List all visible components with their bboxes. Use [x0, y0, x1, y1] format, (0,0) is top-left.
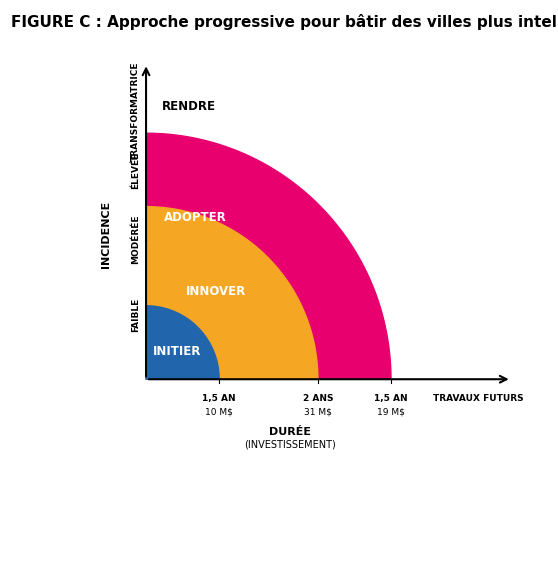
Text: 2 ANS: 2 ANS [302, 394, 333, 403]
Text: DURÉE: DURÉE [270, 427, 311, 437]
Text: FIGURE C : Approche progressive pour bâtir des villes plus intelligentes: FIGURE C : Approche progressive pour bât… [11, 14, 558, 30]
Text: INNOVER: INNOVER [185, 284, 246, 297]
Text: RENDRE: RENDRE [162, 99, 216, 113]
Text: 31 M$: 31 M$ [304, 407, 332, 416]
Text: FAIBLE: FAIBLE [131, 297, 140, 332]
Polygon shape [146, 206, 318, 379]
Text: INCIDENCE: INCIDENCE [101, 200, 111, 268]
Text: 19 M$: 19 M$ [377, 407, 405, 416]
Text: TRANSFORMATRICE: TRANSFORMATRICE [131, 62, 140, 161]
Text: 1,5 AN: 1,5 AN [374, 394, 408, 403]
Text: 1,5 AN: 1,5 AN [203, 394, 236, 403]
Text: ADOPTER: ADOPTER [165, 211, 227, 224]
Text: TRAVAUX FUTURS: TRAVAUX FUTURS [434, 394, 524, 403]
Text: 10 M$: 10 M$ [205, 407, 233, 416]
Text: ÉLEVÉE: ÉLEVÉE [131, 151, 140, 188]
Text: MODÉRÉE: MODÉRÉE [131, 215, 140, 264]
Text: (INVESTISSEMENT): (INVESTISSEMENT) [244, 439, 336, 449]
Polygon shape [146, 306, 219, 379]
Text: INITIER: INITIER [152, 345, 201, 358]
Polygon shape [146, 133, 391, 379]
